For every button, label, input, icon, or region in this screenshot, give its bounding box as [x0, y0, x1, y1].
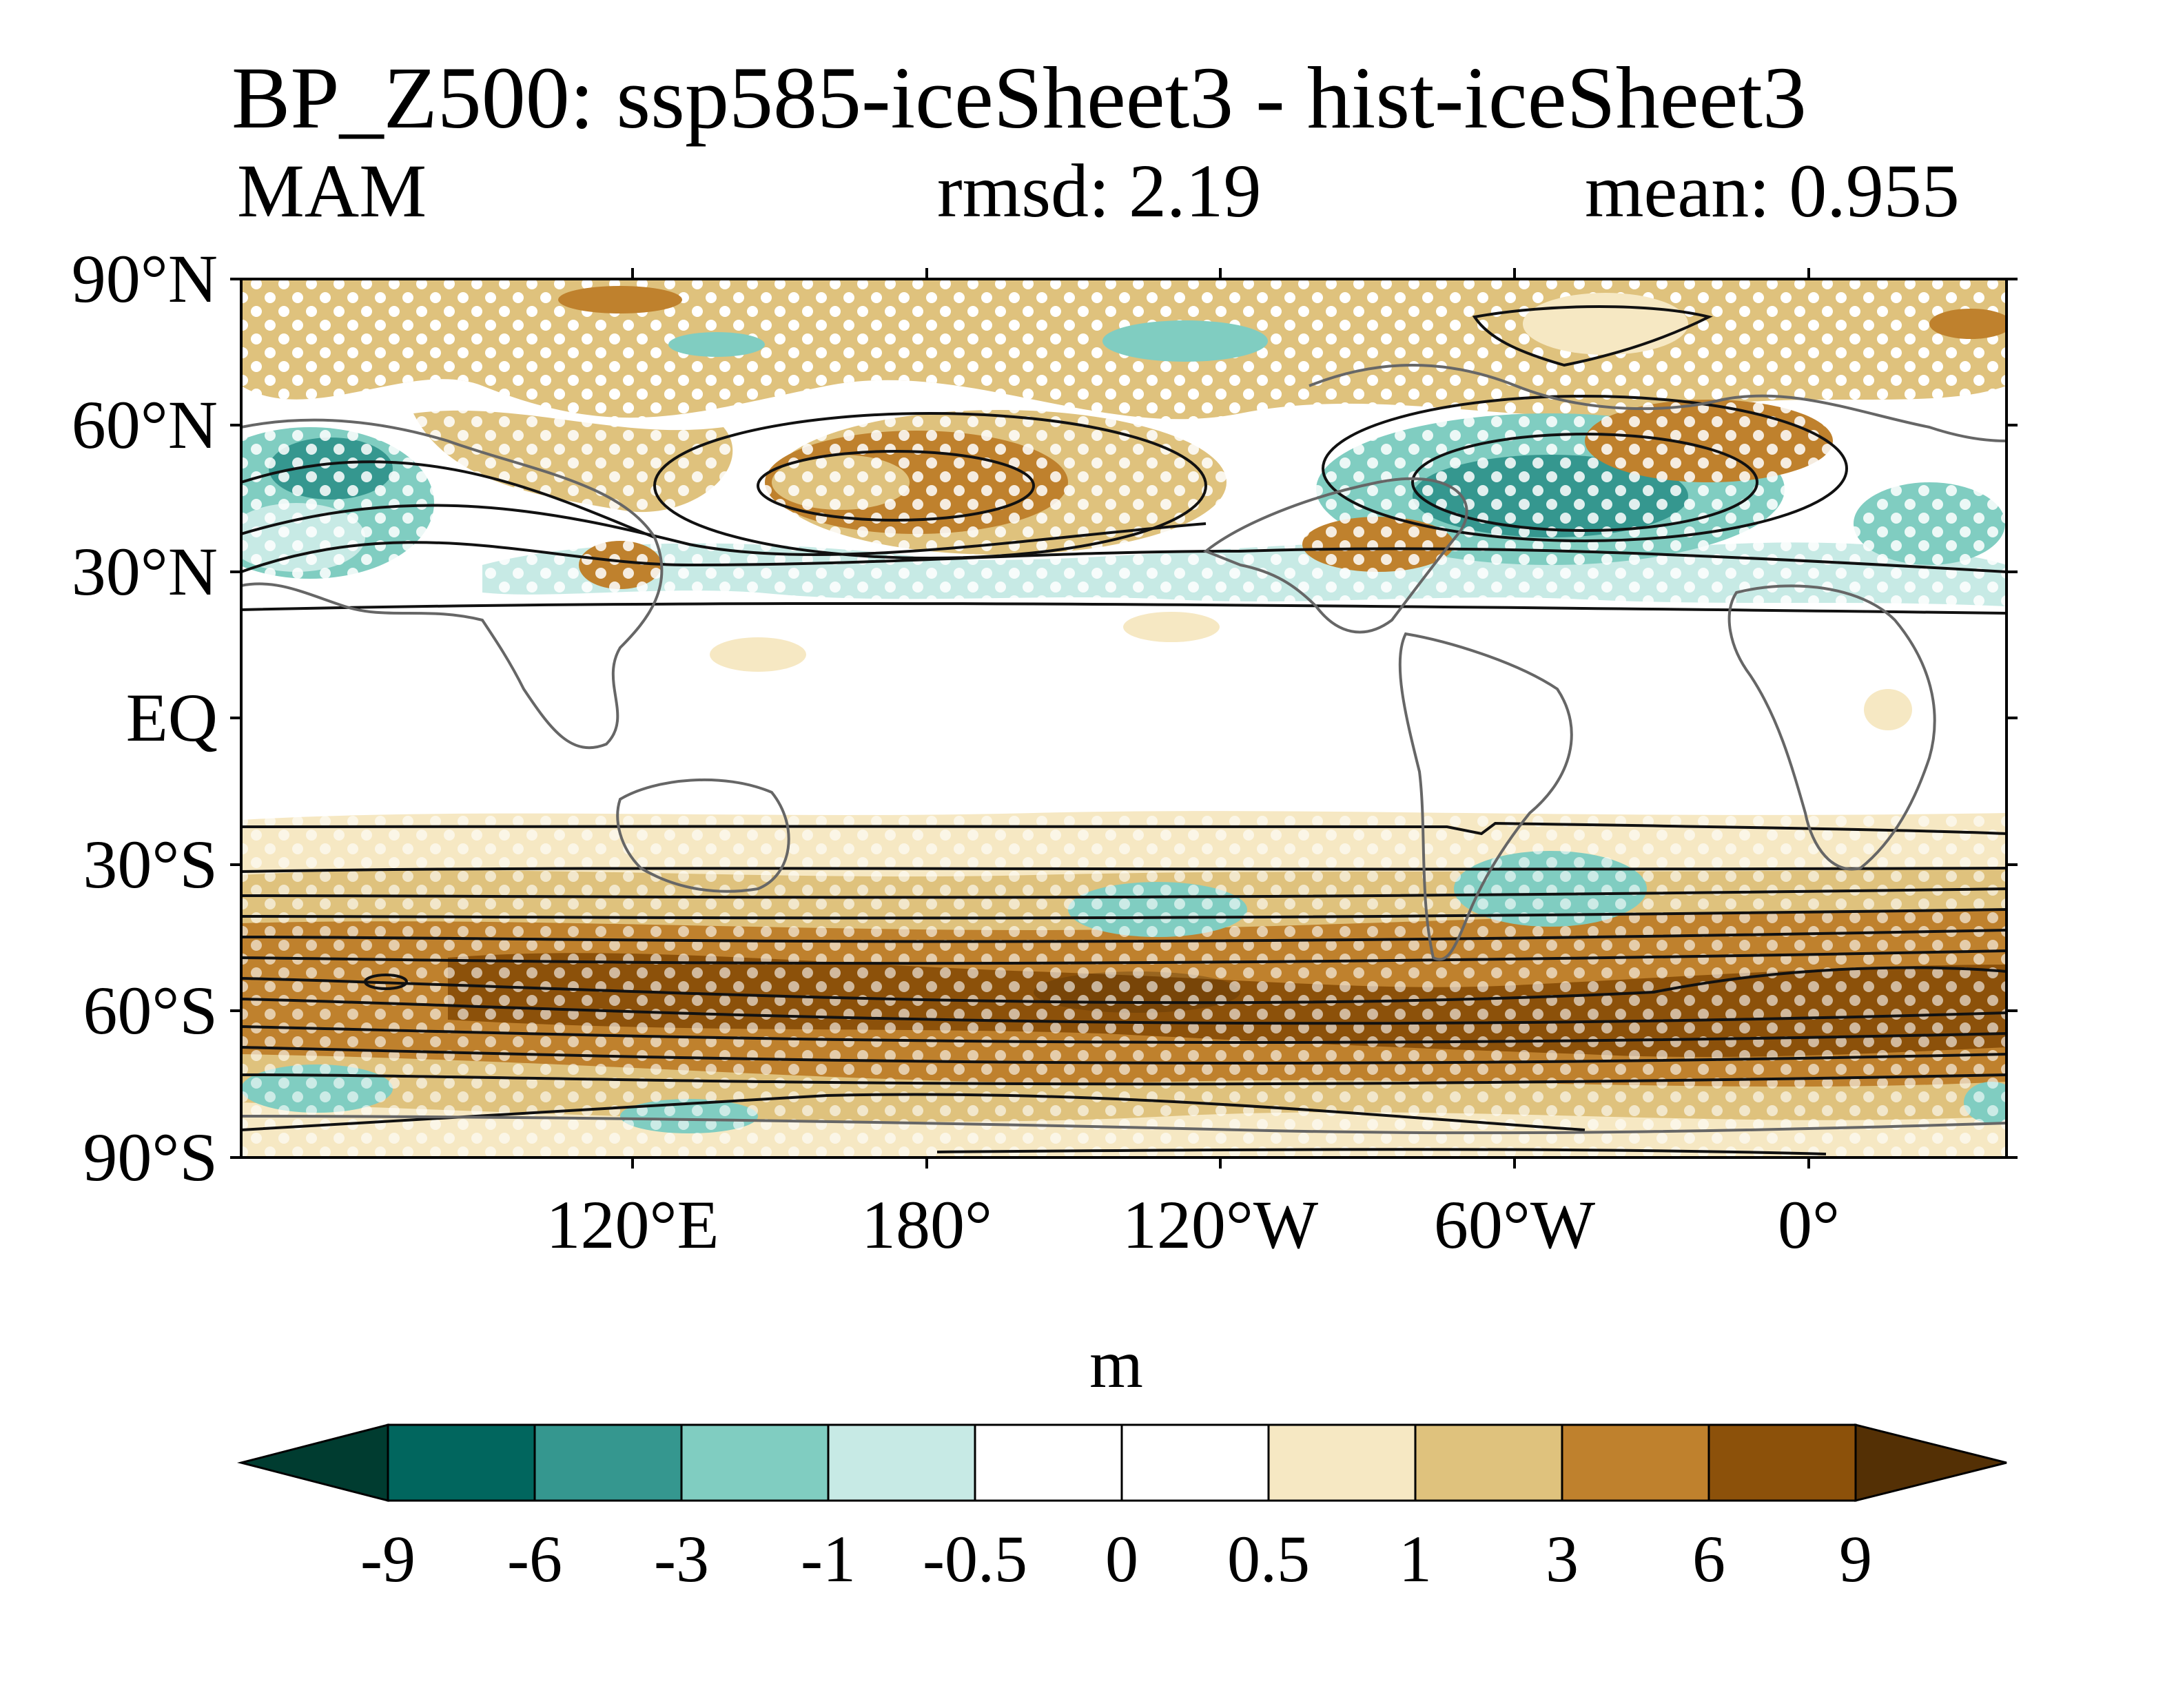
colorbar-cell-10 — [1707, 1423, 1857, 1502]
colorbar-label: -0.5 — [923, 1522, 1027, 1596]
colorbar-label: 9 — [1839, 1522, 1872, 1596]
lon-label-180: 180° — [861, 1186, 992, 1263]
rmsd-label: rmsd: 2.19 — [937, 149, 1262, 233]
colorbar-label: -9 — [360, 1522, 415, 1596]
colorbar-cell-2 — [533, 1423, 683, 1502]
colorbar-units: m — [1089, 1326, 1143, 1402]
lat-label-30n: 30°N — [71, 533, 218, 610]
colorbar-cell-5 — [974, 1423, 1123, 1502]
colorbar-label: -1 — [801, 1522, 856, 1596]
colorbar-label: 0 — [1105, 1522, 1138, 1596]
shading-north-midlat — [241, 386, 2007, 620]
colorbar-cell-3 — [680, 1423, 830, 1502]
colorbar-cell-gt-9 — [1854, 1423, 2007, 1502]
coastlines — [241, 364, 2007, 1135]
shading-tropics — [710, 612, 1912, 730]
colorbar-cell-8 — [1414, 1423, 1563, 1502]
colorbar-cell-7 — [1267, 1423, 1417, 1502]
colorbar-cell-4 — [827, 1423, 976, 1502]
lat-label-60n: 60°N — [71, 387, 218, 463]
map-panel — [241, 279, 2007, 1157]
colorbar-cell-6 — [1120, 1423, 1270, 1502]
colorbar-cell-9 — [1561, 1423, 1710, 1502]
colorbar-label: 1 — [1399, 1522, 1432, 1596]
lon-ticks — [631, 268, 1810, 1169]
lon-label-120e: 120°E — [546, 1186, 719, 1263]
colorbar-label: 3 — [1546, 1522, 1579, 1596]
climatology-contours — [241, 305, 2007, 1155]
lon-label-0: 0° — [1778, 1186, 1840, 1263]
colorbar-label: -3 — [654, 1522, 709, 1596]
colorbar-label: 0.5 — [1227, 1522, 1310, 1596]
plot-title: BP_Z500: ssp585-iceSheet3 - hist-iceShee… — [232, 49, 1807, 147]
colorbar-label: 6 — [1692, 1522, 1725, 1596]
lat-label-eq: EQ — [125, 679, 218, 756]
lat-label-90n: 90°N — [71, 240, 218, 317]
shading-south-midlat — [241, 811, 2007, 1157]
colorbar — [237, 1423, 2007, 1502]
lat-label-30s: 30°S — [83, 826, 218, 903]
lon-label-60w: 60°W — [1433, 1186, 1596, 1263]
lon-label-120w: 120°W — [1122, 1186, 1319, 1263]
season-label: MAM — [237, 149, 427, 233]
colorbar-cell-lt-9 — [237, 1423, 389, 1502]
lat-label-60s: 60°S — [83, 972, 218, 1049]
shading-arctic — [241, 279, 2007, 420]
mean-label: mean: 0.955 — [1585, 149, 1960, 233]
lat-label-90s: 90°S — [83, 1119, 218, 1195]
lat-ticks — [230, 278, 2018, 1159]
colorbar-label: -6 — [507, 1522, 562, 1596]
colorbar-cell-1 — [387, 1423, 536, 1502]
